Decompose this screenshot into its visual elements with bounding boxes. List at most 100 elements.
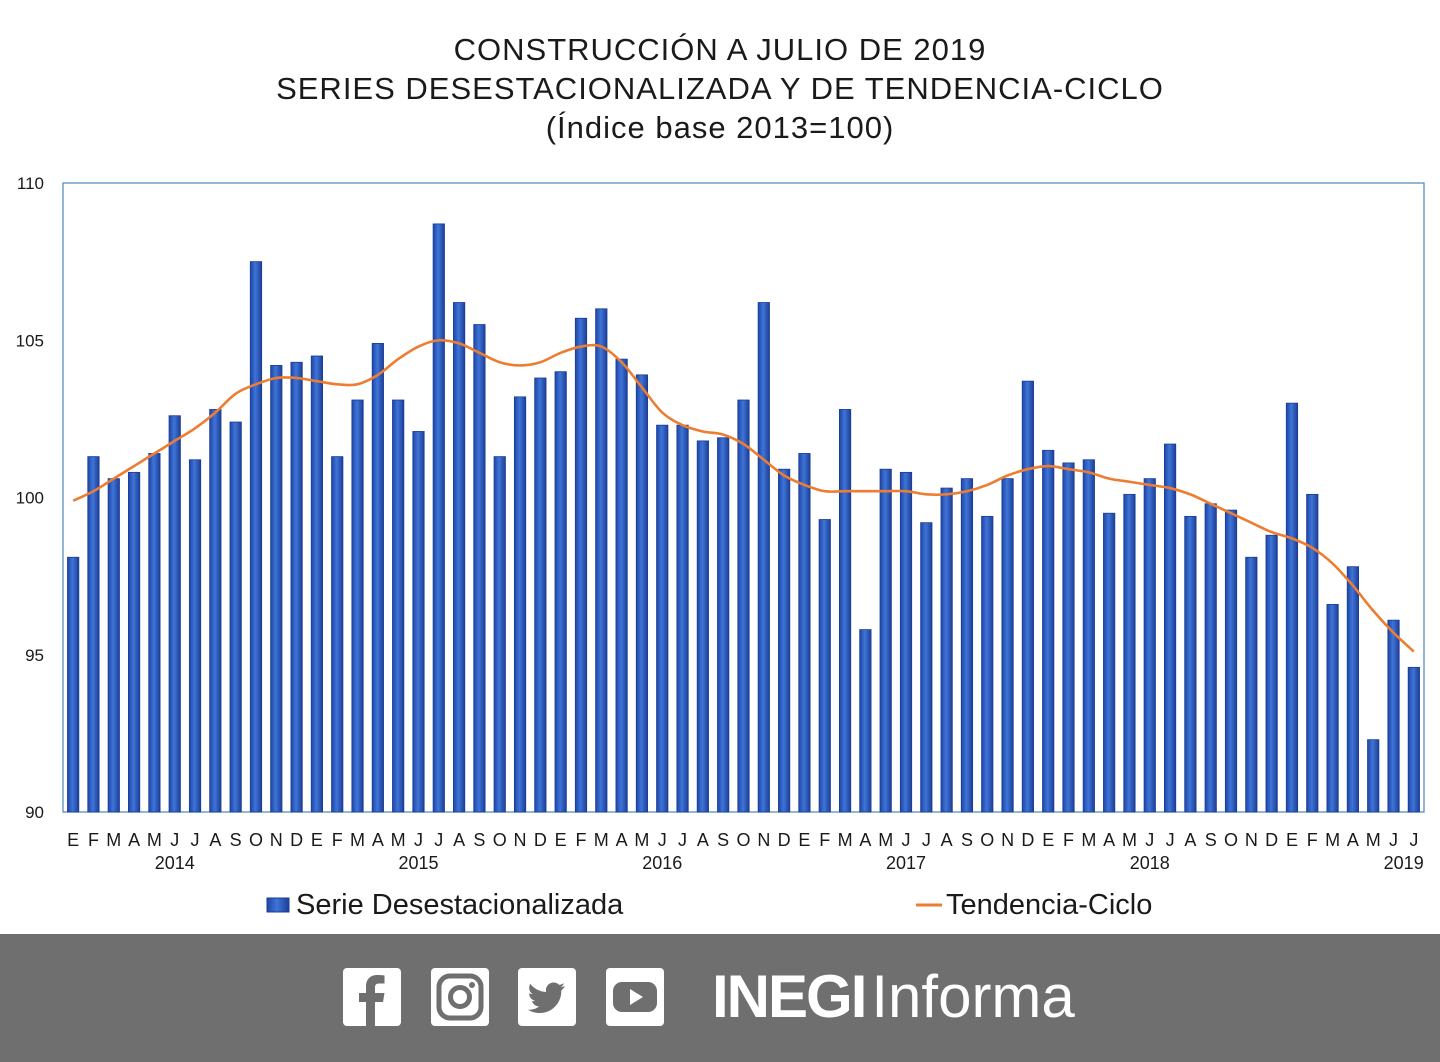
- x-tick-label: F: [819, 830, 830, 850]
- x-tick-label: J: [1409, 830, 1418, 850]
- x-tick-label: J: [922, 830, 931, 850]
- x-tick-label: N: [270, 830, 283, 850]
- bar-mark: [168, 415, 181, 813]
- bar-mark: [371, 342, 384, 813]
- x-tick-label: E: [798, 830, 810, 850]
- bar-mark: [1346, 566, 1359, 813]
- bar-mark: [635, 374, 649, 813]
- legend-line-label: Tendencia-Ciclo: [946, 889, 1152, 921]
- chart-title: CONSTRUCCIÓN A JULIO DE 2019 SERIES DESE…: [0, 30, 1440, 147]
- x-tick-label: S: [1205, 830, 1217, 850]
- bar-mark: [513, 396, 527, 813]
- bar-mark: [1326, 604, 1339, 813]
- x-year-label: 2015: [398, 853, 438, 873]
- x-tick-label: J: [1145, 830, 1154, 850]
- bar-mark: [128, 471, 141, 813]
- twitter-icon[interactable]: [518, 968, 576, 1026]
- x-tick-label: J: [434, 830, 443, 850]
- x-tick-label: A: [128, 830, 140, 850]
- bar-mark: [148, 453, 161, 813]
- bar-mark: [351, 399, 364, 813]
- bar-mark: [656, 424, 669, 813]
- bar-mark: [1042, 449, 1055, 813]
- bar-mark: [1387, 619, 1400, 813]
- bar-mark: [879, 468, 892, 813]
- x-tick-label: M: [1325, 830, 1340, 850]
- bar-mark: [859, 629, 872, 813]
- x-tick-label: N: [514, 830, 527, 850]
- x-tick-label: A: [1184, 830, 1196, 850]
- bar-mark: [940, 487, 953, 813]
- x-year-label: 2014: [155, 853, 195, 873]
- bar-mark: [717, 437, 730, 813]
- bar-mark: [757, 302, 770, 813]
- x-tick-label: M: [1081, 830, 1096, 850]
- bar-mark: [1062, 462, 1075, 813]
- x-tick-label: E: [67, 830, 79, 850]
- bar-mark: [1143, 478, 1156, 813]
- bar-mark: [676, 424, 689, 813]
- bar-mark: [920, 522, 933, 813]
- bar-mark: [737, 399, 750, 813]
- bar-mark: [554, 371, 567, 813]
- bar-mark: [1082, 459, 1095, 813]
- x-year-label: 2018: [1130, 853, 1170, 873]
- bar-mark: [1001, 478, 1014, 813]
- bar-mark: [1407, 666, 1420, 813]
- bar-mark: [290, 361, 303, 813]
- chart-title-line-2: SERIES DESESTACIONALIZADA Y DE TENDENCIA…: [276, 71, 1164, 106]
- x-tick-label: D: [534, 830, 547, 850]
- x-tick-label: F: [88, 830, 99, 850]
- x-tick-label: E: [1042, 830, 1054, 850]
- bar-mark: [1103, 512, 1116, 813]
- x-tick-label: D: [778, 830, 791, 850]
- x-tick-label: N: [757, 830, 770, 850]
- chart-title-line-1: CONSTRUCCIÓN A JULIO DE 2019: [453, 32, 987, 67]
- chart-title-line-3: (Índice base 2013=100): [545, 110, 895, 145]
- bar-mark: [270, 365, 283, 813]
- x-tick-label: F: [332, 830, 343, 850]
- footer-bar: INEGI Informa: [0, 934, 1440, 1062]
- bar-mark: [188, 459, 202, 813]
- x-tick-label: A: [1347, 830, 1359, 850]
- bar-mark: [1285, 402, 1299, 813]
- facebook-icon[interactable]: [343, 968, 401, 1026]
- x-year-label: 2017: [886, 853, 926, 873]
- bar-mark: [107, 478, 120, 813]
- x-tick-label: A: [616, 830, 628, 850]
- y-tick-label: 95: [25, 646, 44, 665]
- x-tick-label: N: [1001, 830, 1014, 850]
- bar-mark: [818, 519, 831, 813]
- x-tick-label: J: [170, 830, 179, 850]
- x-tick-label: A: [941, 830, 953, 850]
- legend-bar-label: Serie Desestacionalizada: [296, 889, 624, 921]
- x-year-label: 2016: [642, 853, 682, 873]
- x-tick-label: S: [717, 830, 729, 850]
- x-tick-label: D: [1021, 830, 1034, 850]
- bar-mark: [798, 453, 811, 813]
- x-tick-label: S: [230, 830, 242, 850]
- y-tick-label: 105: [16, 331, 44, 350]
- x-tick-label: M: [147, 830, 162, 850]
- x-tick-label: M: [878, 830, 893, 850]
- x-tick-label: A: [372, 830, 384, 850]
- x-tick-label: J: [902, 830, 911, 850]
- bar-mark: [1184, 515, 1197, 813]
- x-tick-label: A: [1103, 830, 1115, 850]
- bar-mark: [1265, 534, 1278, 813]
- x-tick-label: M: [634, 830, 649, 850]
- bar-mark: [310, 355, 324, 813]
- x-tick-label: J: [658, 830, 667, 850]
- bar-mark: [615, 358, 628, 813]
- x-tick-label: F: [1063, 830, 1074, 850]
- bar-mark: [1306, 493, 1319, 813]
- bar-mark: [1367, 739, 1380, 813]
- youtube-icon[interactable]: [606, 968, 664, 1026]
- y-tick-label: 100: [16, 489, 44, 508]
- bar-mark: [1021, 380, 1034, 813]
- bar-mark: [838, 409, 852, 813]
- x-tick-label: J: [1166, 830, 1175, 850]
- instagram-icon[interactable]: [431, 968, 489, 1026]
- x-tick-label: M: [391, 830, 406, 850]
